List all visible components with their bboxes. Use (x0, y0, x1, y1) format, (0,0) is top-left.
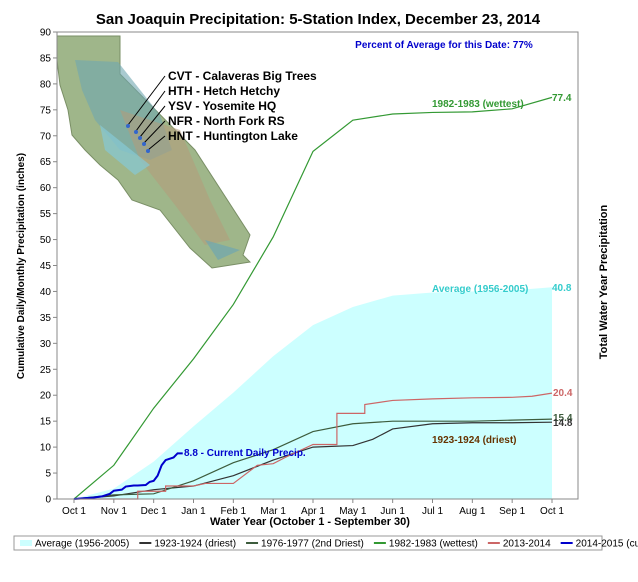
series-area-average-1956-2005 (74, 287, 552, 499)
x-tick-label: Oct 1 (62, 506, 86, 517)
annotation-driest-value: 14.8 (553, 418, 573, 429)
legend-items: Average (1956-2005) 1923-1924 (driest) 197… (20, 539, 638, 550)
annotation-current-label: 8.8 - Current Daily Precip. (184, 448, 306, 459)
x-tick-label: Feb 1 (221, 506, 247, 517)
y-tick-label: 70 (40, 131, 52, 142)
legend: Average (1956-2005) 1923-1924 (driest) 197… (13, 535, 638, 551)
y-tick-label: 65 (40, 157, 52, 168)
y-tick-label: 45 (40, 261, 52, 272)
annotation-1976-1977-value: 15.4 (553, 413, 573, 424)
x-tick-label: Apr 1 (301, 506, 325, 517)
series-line-2013-2014 (74, 392, 553, 500)
legend-label-2013-2014: 2013-2014 (503, 539, 551, 550)
series-line-1923-1924-driest (73, 421, 553, 500)
annotation-wettest-value: 77.4 (552, 93, 572, 104)
series-line-1976-1977-2nd-driest (73, 418, 553, 500)
series-line-1982-1983-wettest (73, 96, 553, 500)
station-marker-ysv (138, 136, 142, 140)
legend-label-1976-1977-2nd-driest: 1976-1977 (2nd Driest) (261, 539, 364, 550)
legend-label-1982-1983-wettest: 1982-1983 (wettest) (389, 539, 478, 550)
annotation-driest-label: 1923-1924 (driest) (432, 435, 517, 446)
y-tick-label: 20 (40, 391, 52, 402)
annotation-average-value: 40.8 (552, 283, 572, 294)
y-tick-label: 55 (40, 209, 52, 220)
y-axis-title: Cumulative Daily/Monthly Precipitation (… (16, 153, 27, 379)
station-pointer-cvt (127, 75, 166, 126)
station-label-cvt: CVT - Calaveras Big Trees (168, 69, 317, 83)
y-tick-label: 0 (45, 495, 51, 506)
x-tick-label: Nov 1 (101, 506, 128, 517)
axes-layer: 0 5 10 15 20 25 30 35 40 45 50 55 60 65 70 75 80 85 90 Oct … (40, 28, 579, 517)
y-tick-label: 85 (40, 53, 52, 64)
y-tick-label: 5 (45, 469, 51, 480)
station-label-nfr: NFR - North Fork RS (168, 114, 285, 128)
station-marker-hnt (146, 149, 150, 153)
x-tick-label: Aug 1 (459, 506, 486, 517)
station-pointer-hth (135, 90, 166, 132)
y-axis-right-title: Total Water Year Precipitation (598, 204, 610, 359)
x-axis-title: Water Year (October 1 - September 30) (210, 516, 410, 528)
x-tick-label: Dec 1 (141, 506, 168, 517)
series-line-2014-2015-current (73, 452, 183, 500)
california-map-image (56, 35, 252, 269)
legend-label-2014-2015-current: 2014-2015 (current) (576, 539, 638, 550)
y-tick-label: 25 (40, 365, 52, 376)
station-labels: CVT - Calaveras Big Trees HTH - Hetch He… (126, 69, 317, 153)
y-tick-label: 40 (40, 287, 52, 298)
plot-layer (73, 96, 553, 500)
station-pointer-ysv (139, 105, 166, 138)
legend-box (13, 535, 603, 551)
y-tick-label: 50 (40, 235, 52, 246)
y-tick-label: 35 (40, 313, 52, 324)
station-label-hnt: HNT - Huntington Lake (168, 129, 298, 143)
station-marker-cvt (126, 124, 130, 128)
y-tick-label: 10 (40, 443, 52, 454)
x-tick-label: Jun 1 (380, 506, 405, 517)
y-tick-label: 90 (40, 28, 52, 39)
station-marker-nfr (142, 142, 146, 146)
percent-of-average-note: Percent of Average for this Date: 77% (355, 40, 533, 51)
x-tick-label: May 1 (339, 506, 367, 517)
x-tick-label: Jan 1 (181, 506, 206, 517)
station-label-hth: HTH - Hetch Hetchy (168, 84, 280, 98)
station-label-ysv: YSV - Yosemite HQ (168, 99, 276, 113)
legend-label-average-1956-2005: Average (1956-2005) (35, 539, 129, 550)
station-marker-hth (134, 130, 138, 134)
x-tick-label: Mar 1 (260, 506, 286, 517)
station-pointer-nfr (143, 120, 166, 144)
station-pointer-hnt (147, 135, 166, 151)
annotation-2013-2014-value: 20.4 (553, 388, 573, 399)
annotation-wettest-label: 1982-1983 (wettest) (432, 99, 524, 110)
annotation-average-label: Average (1956-2005) (432, 284, 528, 295)
y-tick-label: 80 (40, 79, 52, 90)
x-tick-label: Sep 1 (499, 506, 526, 517)
y-tick-label: 30 (40, 339, 52, 350)
x-tick-label: Oct 1 (540, 506, 564, 517)
y-tick-label: 15 (40, 417, 52, 428)
y-tick-label: 60 (40, 183, 52, 194)
x-tick-label: Jul 1 (422, 506, 444, 517)
legend-label-1923-1924-driest: 1923-1924 (driest) (154, 539, 236, 550)
chart-title: San Joaquin Precipitation: 5-Station Ind… (96, 11, 541, 28)
y-tick-label: 75 (40, 105, 52, 116)
